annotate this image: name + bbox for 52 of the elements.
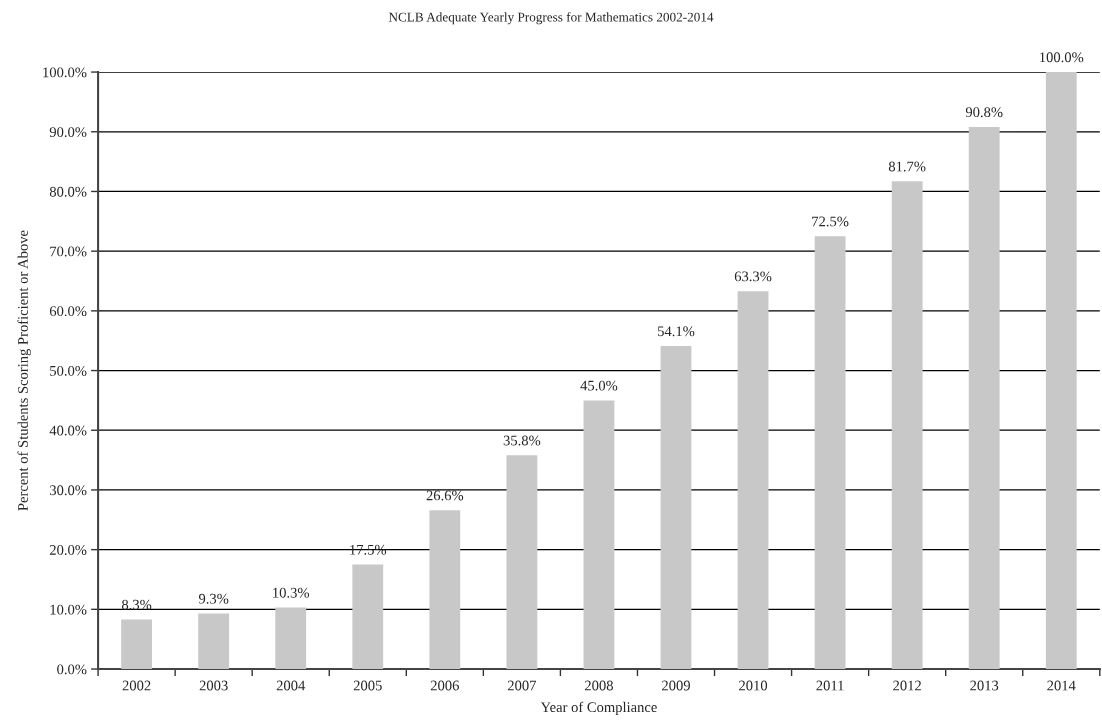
bar — [275, 607, 307, 670]
x-tick-label: 2012 — [893, 680, 921, 691]
data-label: 54.1% — [658, 326, 695, 337]
chart-title: NCLB Adequate Yearly Progress for Mathematics 2002-2014 — [388, 12, 714, 25]
y-tick-label: 30.0% — [50, 485, 87, 496]
x-tick-label: 2014 — [1047, 680, 1076, 691]
x-tick-label: 2011 — [816, 680, 844, 691]
x-tick-label: 2010 — [739, 680, 768, 691]
bar — [737, 291, 769, 670]
bar — [968, 126, 1000, 670]
bar — [506, 455, 538, 670]
x-tick-label: 2003 — [199, 680, 228, 691]
y-tick-label: 50.0% — [50, 365, 87, 376]
data-label: 72.5% — [812, 216, 849, 227]
x-tick-label: 2013 — [970, 680, 999, 691]
y-tick-label: 70.0% — [50, 246, 87, 257]
bar — [891, 181, 923, 670]
bar — [429, 510, 461, 670]
x-tick-label: 2004 — [276, 680, 306, 691]
data-label: 81.7% — [888, 161, 926, 172]
x-tick-label: 2007 — [507, 680, 537, 691]
data-label: 100.0% — [1040, 52, 1084, 63]
y-tick-label: 90.0% — [49, 127, 87, 138]
bar — [352, 564, 384, 670]
x-tick-label: 2002 — [122, 680, 151, 691]
bar — [660, 346, 692, 670]
y-tick-label: 60.0% — [49, 306, 87, 317]
x-axis-title: Year of Compliance — [540, 701, 657, 716]
data-label: 45.0% — [580, 380, 618, 391]
y-tick-label: 0.0% — [57, 664, 87, 675]
bar — [121, 619, 153, 670]
x-tick-label: 2005 — [353, 680, 382, 691]
x-tick-label: 2008 — [584, 680, 613, 691]
x-tick-label: 2006 — [430, 680, 459, 691]
y-tick-label: 20.0% — [49, 545, 87, 555]
data-label: 63.3% — [734, 271, 772, 282]
y-axis-title: Percent of Students Scoring Proficient or Above — [17, 230, 31, 511]
x-tick-label: 2009 — [662, 680, 690, 691]
bar — [198, 613, 230, 670]
bar — [1045, 72, 1077, 670]
bar — [583, 400, 615, 670]
y-tick-label: 10.0% — [50, 604, 87, 615]
data-label: 26.6% — [426, 490, 464, 501]
y-tick-label: 80.0% — [49, 186, 87, 197]
data-label: 9.3% — [198, 593, 229, 604]
data-label: 90.8% — [965, 107, 1003, 118]
data-label: 10.3% — [273, 587, 310, 598]
data-label: 35.8% — [503, 435, 541, 446]
bar — [814, 236, 846, 670]
y-tick-label: 40.0% — [49, 425, 87, 436]
y-tick-label: 100.0% — [43, 67, 87, 78]
data-label: 8.3% — [121, 599, 152, 610]
